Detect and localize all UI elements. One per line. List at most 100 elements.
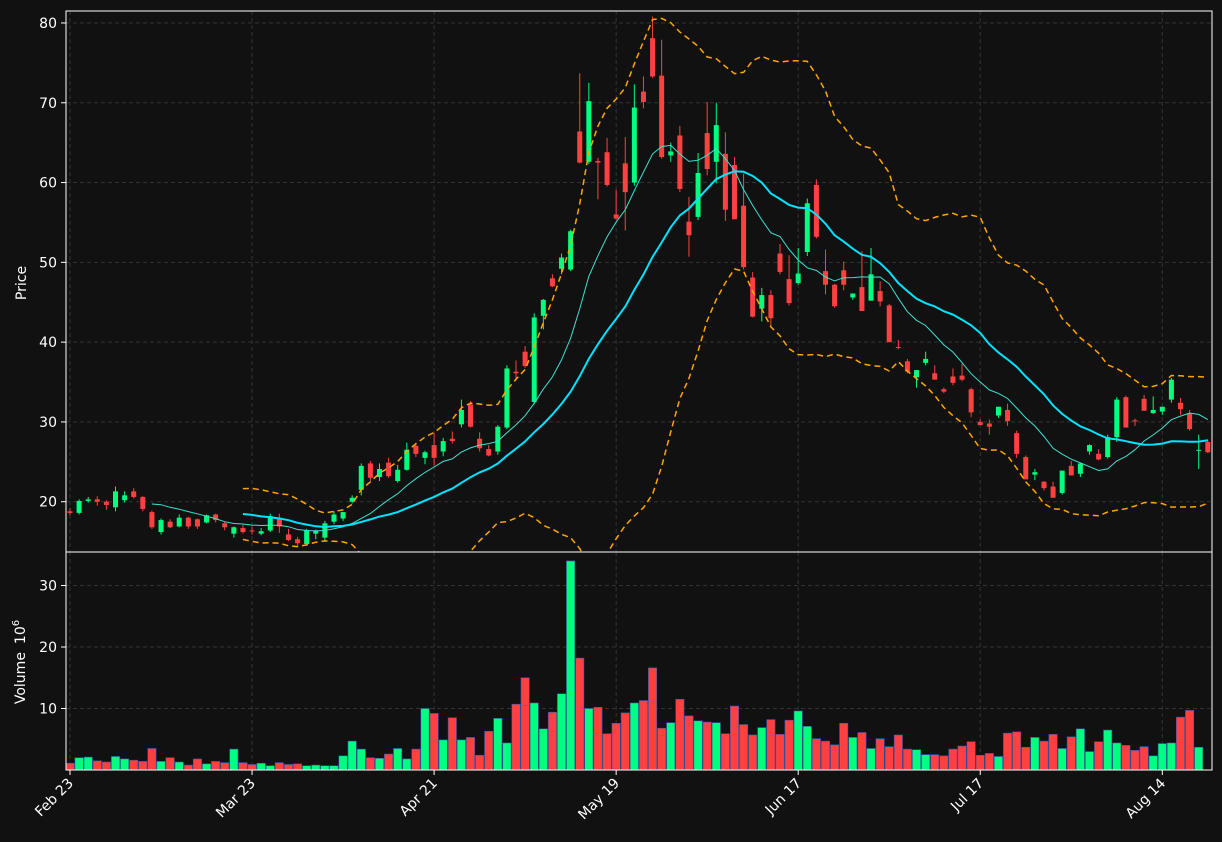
candle-body (577, 131, 583, 163)
candle-body (1096, 453, 1102, 460)
candle-body (204, 515, 210, 523)
candle-body (231, 527, 237, 534)
volume-bar (993, 756, 1003, 771)
candle-body (85, 499, 91, 501)
candle-body (258, 531, 264, 534)
volume-bar (493, 718, 503, 771)
volume-bar (893, 734, 903, 771)
candle-body (413, 445, 419, 454)
candle-body (395, 469, 401, 481)
volume-bar (702, 721, 712, 771)
volume-bar (274, 762, 284, 771)
volume-bar (1166, 742, 1176, 771)
candle-body (167, 521, 173, 528)
volume-bar (129, 759, 139, 771)
volume-bar (984, 753, 994, 771)
candle-body (176, 517, 182, 527)
candle-body (959, 375, 965, 380)
candle-body (1068, 465, 1074, 476)
candle-body (832, 284, 838, 307)
candle-body (67, 511, 73, 513)
volume-bar (921, 754, 931, 771)
panel-frames (65, 10, 1213, 771)
candle-body (1005, 409, 1011, 422)
x-tick-label: Feb 23 (32, 776, 77, 821)
volume-bar (438, 739, 448, 771)
volume-bar (957, 745, 967, 771)
volume-bar (1121, 745, 1131, 771)
slow-moving-average-line (242, 170, 1208, 529)
volume-panel-frame (65, 551, 1213, 771)
volume-bar (511, 703, 521, 771)
volume-bar (1139, 746, 1149, 771)
volume-bar (347, 740, 357, 771)
volume-bar (757, 727, 767, 771)
volume-bar (247, 764, 257, 771)
volume-bar (74, 757, 84, 771)
candle-body (331, 514, 337, 522)
candle-body (677, 135, 683, 189)
volume-bar (447, 717, 457, 771)
volume-bar (1084, 751, 1094, 771)
volume-bar (1148, 755, 1158, 771)
volume-bar (611, 722, 621, 771)
volume-bar (666, 722, 676, 771)
candle-body (131, 491, 137, 497)
volume-bar (1048, 734, 1058, 771)
candle-body (823, 271, 829, 285)
volume-bar (411, 748, 421, 771)
candle-body (367, 463, 373, 478)
candle-body (914, 370, 920, 378)
volume-bar (875, 738, 885, 771)
volume-bar (602, 733, 612, 771)
lower-band-line (242, 268, 1209, 552)
volume-bar (1012, 731, 1022, 771)
candle-body (559, 257, 565, 269)
candle-body (923, 358, 929, 363)
candle-body (1023, 457, 1029, 480)
volume-bar (593, 706, 603, 771)
volume-bar (502, 742, 512, 771)
volume-bar (384, 753, 394, 771)
candle-body (704, 133, 710, 169)
volume-bar (1030, 737, 1040, 771)
candle-body (568, 231, 574, 270)
candle-body (886, 305, 892, 343)
volume-bar (839, 722, 849, 771)
candle-body (904, 361, 910, 372)
candle-body (768, 295, 774, 319)
price-tick-label: 30 (39, 415, 57, 431)
candle-body (1177, 402, 1184, 410)
candle-body (795, 273, 801, 284)
volume-bar (711, 722, 721, 771)
candle-body (376, 469, 382, 477)
candle-body (422, 452, 428, 458)
candle-body (686, 221, 692, 236)
candle-body (222, 523, 228, 528)
volume-bar (329, 765, 339, 771)
volume-bar (356, 748, 366, 771)
volume-bar (92, 760, 102, 771)
volume-bar (775, 734, 785, 771)
candle-body (1050, 486, 1056, 498)
price-tick-label: 80 (39, 16, 57, 32)
volume-panel (65, 560, 1204, 771)
candle-body (504, 368, 510, 428)
candle-body (877, 291, 883, 302)
candle-body (968, 389, 974, 413)
candle-body (1205, 441, 1211, 453)
candle-body (1187, 413, 1193, 430)
volume-bar (311, 764, 321, 771)
candle-body (1168, 379, 1174, 400)
volume-bar (484, 730, 494, 771)
volume-bar (229, 748, 239, 771)
volume-bar (1112, 742, 1122, 771)
candle-body (613, 214, 619, 219)
candle-body (94, 499, 100, 502)
volume-bar (365, 757, 375, 771)
volume-axis-label-name: Volume (13, 652, 29, 704)
candle-body (595, 161, 601, 163)
volume-bar (857, 732, 867, 771)
volume-bar (1057, 748, 1067, 771)
